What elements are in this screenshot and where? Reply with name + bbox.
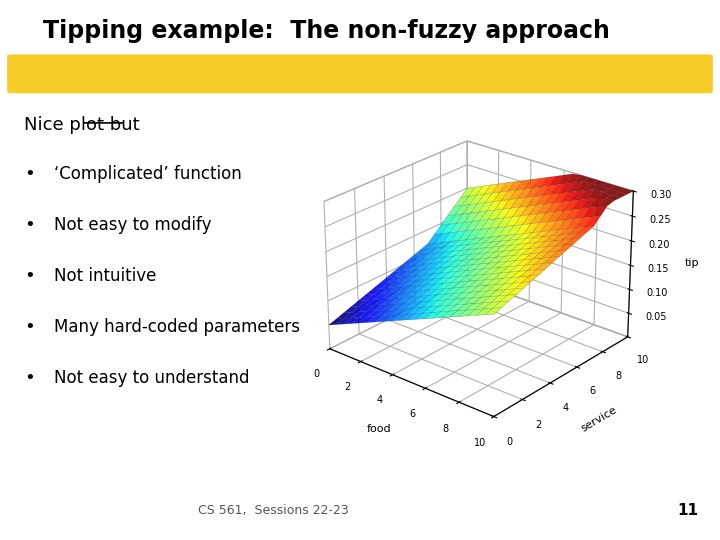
Text: 11: 11 [678,503,698,518]
Text: Not easy to modify: Not easy to modify [55,217,212,234]
Text: Many hard-coded parameters: Many hard-coded parameters [55,319,300,336]
Text: Tipping example:  The non-fuzzy approach: Tipping example: The non-fuzzy approach [43,19,610,43]
Text: •: • [24,217,35,234]
Y-axis label: service: service [580,404,618,434]
Text: CS 561,  Sessions 22-23: CS 561, Sessions 22-23 [198,504,349,517]
Text: Not easy to understand: Not easy to understand [55,369,250,387]
Text: Nice plot but: Nice plot but [24,116,140,134]
Text: ‘Complicated’ function: ‘Complicated’ function [55,165,242,183]
FancyBboxPatch shape [7,55,713,93]
Text: •: • [24,165,35,183]
Text: Not intuitive: Not intuitive [55,267,157,285]
X-axis label: food: food [366,424,391,434]
Text: •: • [24,319,35,336]
Text: •: • [24,267,35,285]
Text: •: • [24,369,35,387]
